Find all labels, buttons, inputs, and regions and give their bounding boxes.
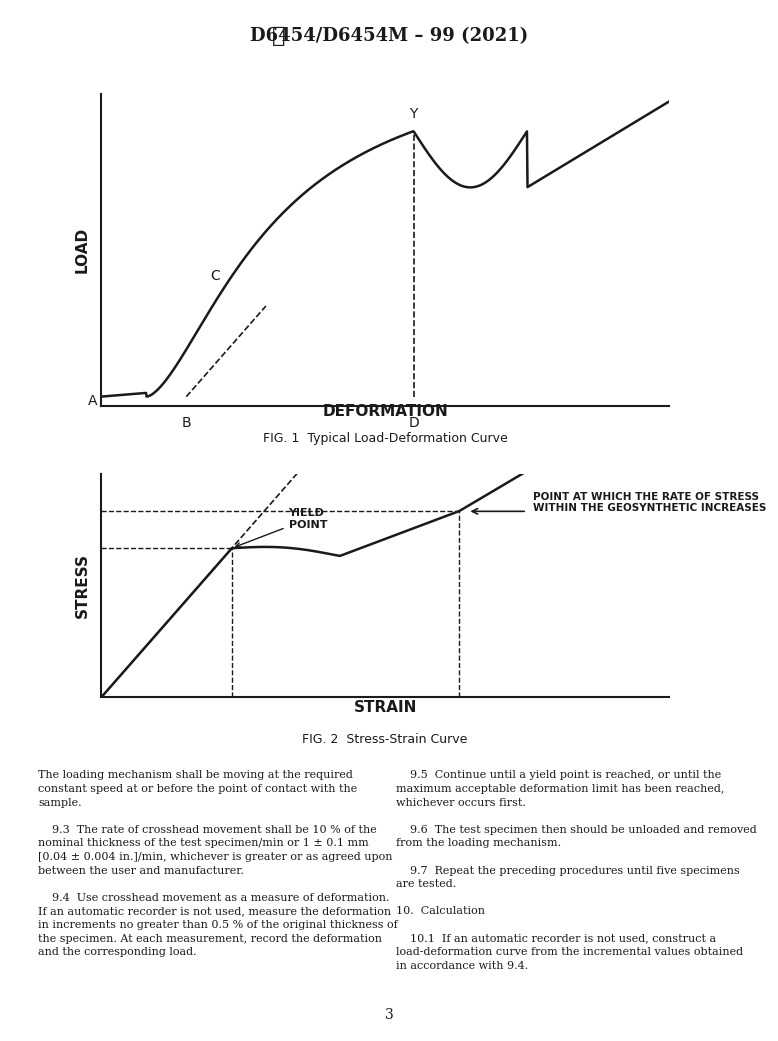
Text: Ⓜ: Ⓜ — [272, 26, 286, 47]
Text: Y: Y — [409, 107, 418, 121]
Text: C: C — [210, 269, 219, 283]
Text: YIELD
POINT: YIELD POINT — [236, 508, 327, 548]
Text: A: A — [88, 395, 97, 408]
Text: 3: 3 — [384, 1008, 394, 1022]
Text: D: D — [408, 416, 419, 430]
Text: STRAIN: STRAIN — [353, 701, 417, 715]
Y-axis label: LOAD: LOAD — [75, 227, 90, 273]
Text: FIG. 2  Stress-Strain Curve: FIG. 2 Stress-Strain Curve — [303, 733, 468, 745]
Text: DEFORMATION: DEFORMATION — [322, 404, 448, 420]
Y-axis label: STRESS: STRESS — [75, 553, 90, 618]
Text: 9.5  Continue until a yield point is reached, or until the
maximum acceptable de: 9.5 Continue until a yield point is reac… — [396, 770, 757, 971]
Text: The loading mechanism shall be moving at the required
constant speed at or befor: The loading mechanism shall be moving at… — [38, 770, 398, 957]
Text: D6454/D6454M – 99 (2021): D6454/D6454M – 99 (2021) — [250, 27, 528, 46]
Text: FIG. 1  Typical Load-Deformation Curve: FIG. 1 Typical Load-Deformation Curve — [263, 432, 507, 445]
Text: B: B — [181, 416, 191, 430]
Text: POINT AT WHICH THE RATE OF STRESS
WITHIN THE GEOSYNTHETIC INCREASES: POINT AT WHICH THE RATE OF STRESS WITHIN… — [533, 491, 766, 513]
